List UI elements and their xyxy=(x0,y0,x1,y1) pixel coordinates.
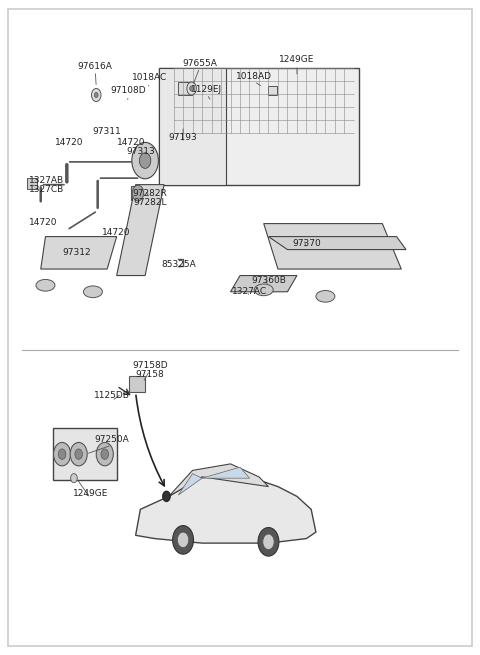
Text: 1018AD: 1018AD xyxy=(236,71,272,81)
Ellipse shape xyxy=(316,290,335,302)
Bar xyxy=(179,82,192,95)
Bar xyxy=(159,67,359,185)
Text: 1018AC: 1018AC xyxy=(132,73,168,82)
Text: 1249GE: 1249GE xyxy=(73,489,108,498)
Circle shape xyxy=(101,449,108,459)
Circle shape xyxy=(92,88,101,102)
Ellipse shape xyxy=(36,280,55,291)
Circle shape xyxy=(139,153,151,168)
Bar xyxy=(53,428,117,480)
Text: 97250A: 97250A xyxy=(95,436,129,444)
Text: 97312: 97312 xyxy=(62,248,91,257)
Polygon shape xyxy=(136,477,316,543)
Text: 97282R: 97282R xyxy=(132,189,167,198)
Ellipse shape xyxy=(84,286,102,297)
Circle shape xyxy=(163,491,170,502)
Circle shape xyxy=(258,527,279,556)
Bar xyxy=(268,86,277,95)
Text: 97158: 97158 xyxy=(135,370,164,379)
Text: 97360B: 97360B xyxy=(251,276,286,286)
Circle shape xyxy=(178,532,189,548)
Text: 85325A: 85325A xyxy=(161,260,196,269)
Text: 97193: 97193 xyxy=(168,134,197,142)
Text: 1249GE: 1249GE xyxy=(279,56,314,64)
Polygon shape xyxy=(264,223,401,269)
Text: 14720: 14720 xyxy=(55,138,84,147)
Circle shape xyxy=(96,442,113,466)
Bar xyxy=(135,147,146,160)
Text: 1125DB: 1125DB xyxy=(94,391,130,400)
Circle shape xyxy=(71,474,77,483)
Circle shape xyxy=(54,442,71,466)
Polygon shape xyxy=(268,236,406,250)
Text: 1327CB: 1327CB xyxy=(29,185,64,194)
Polygon shape xyxy=(169,464,268,496)
Text: 97282L: 97282L xyxy=(133,198,167,207)
Circle shape xyxy=(132,142,158,179)
Bar xyxy=(129,376,145,392)
Circle shape xyxy=(58,449,66,459)
Bar xyxy=(26,178,37,189)
Circle shape xyxy=(95,92,98,98)
Polygon shape xyxy=(117,185,164,276)
Text: 97655A: 97655A xyxy=(182,59,217,67)
Polygon shape xyxy=(202,467,250,478)
Text: 14720: 14720 xyxy=(29,218,57,227)
Polygon shape xyxy=(179,474,202,495)
Text: 97370: 97370 xyxy=(292,239,321,248)
Text: 97108D: 97108D xyxy=(111,86,146,95)
Text: 97158D: 97158D xyxy=(132,361,168,369)
Bar xyxy=(131,186,145,200)
Circle shape xyxy=(132,185,144,201)
Circle shape xyxy=(187,82,196,95)
Circle shape xyxy=(173,525,193,554)
Text: 14720: 14720 xyxy=(117,138,145,147)
Ellipse shape xyxy=(254,284,273,295)
Text: 1129EJ: 1129EJ xyxy=(191,84,222,94)
Circle shape xyxy=(263,534,274,550)
Bar xyxy=(159,67,226,185)
Circle shape xyxy=(75,449,83,459)
Text: 1327AB: 1327AB xyxy=(29,176,64,185)
Polygon shape xyxy=(41,236,117,269)
Text: 97311: 97311 xyxy=(93,127,121,136)
Polygon shape xyxy=(230,276,297,291)
Circle shape xyxy=(190,86,193,91)
Text: 1327AC: 1327AC xyxy=(232,288,267,296)
Circle shape xyxy=(70,442,87,466)
Text: 97616A: 97616A xyxy=(78,62,113,71)
Text: 14720: 14720 xyxy=(102,227,131,236)
Text: 97313: 97313 xyxy=(126,147,155,156)
